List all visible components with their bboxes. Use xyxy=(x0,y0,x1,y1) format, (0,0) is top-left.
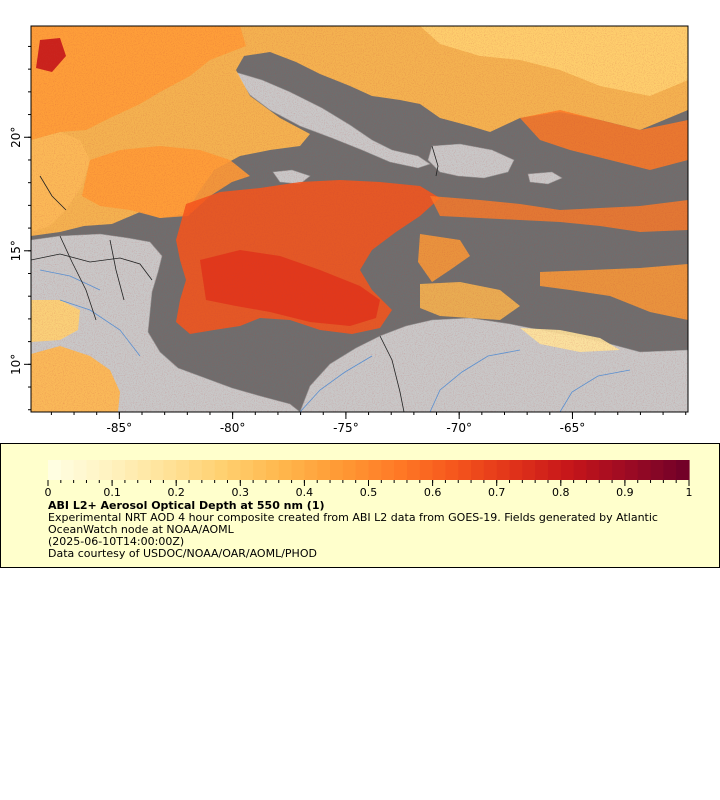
colorbar-cell xyxy=(265,460,280,480)
colorbar-cell xyxy=(381,460,395,480)
colorbar-cell xyxy=(471,460,485,480)
colorbar-cell xyxy=(99,460,113,480)
colorbar-cell xyxy=(586,460,600,480)
colorbar-cell xyxy=(48,460,62,480)
x-tick-label: -70° xyxy=(446,421,472,435)
colorbar-cell xyxy=(509,460,523,480)
colorbar-cell xyxy=(368,460,382,480)
colorbar-cell xyxy=(432,460,447,480)
colorbar-cell xyxy=(60,460,75,480)
colorbar-cell xyxy=(86,460,100,480)
colorbar-cell xyxy=(240,460,254,480)
x-tick-label: -75° xyxy=(333,421,359,435)
colorbar-tick-label: 0.2 xyxy=(167,486,185,499)
colorbar-cell xyxy=(547,460,562,480)
y-tick-label: 20° xyxy=(9,127,23,148)
colorbar-cell xyxy=(317,460,331,480)
colorbar-cell xyxy=(163,460,177,480)
colorbar-tick-label: 0.7 xyxy=(488,486,506,499)
colorbar-tick-label: 0.4 xyxy=(296,486,314,499)
colorbar-cell xyxy=(189,460,203,480)
colorbar-cell xyxy=(445,460,459,480)
colorbar-cell xyxy=(612,460,626,480)
colorbar-cell xyxy=(458,460,472,480)
colorbar-cell xyxy=(419,460,434,480)
colorbar-cell xyxy=(73,460,88,480)
legend-description: Experimental NRT AOD 4 hour composite cr… xyxy=(48,511,658,524)
colorbar-cell xyxy=(522,460,536,480)
colorbar-cell xyxy=(624,460,639,480)
colorbar-cell xyxy=(330,460,344,480)
colorbar-cell xyxy=(560,460,575,480)
aod-map: -85° -80° -75° -70° -65° 20° 15° 10° xyxy=(9,25,689,435)
colorbar-cell xyxy=(663,460,677,480)
colorbar-tick-label: 0.9 xyxy=(616,486,634,499)
colorbar-cell xyxy=(124,460,139,480)
colorbar-cell xyxy=(637,460,652,480)
colorbar-cell xyxy=(304,460,318,480)
borders-layer xyxy=(31,145,439,412)
colorbar-cell xyxy=(214,460,229,480)
x-tick-label: -80° xyxy=(220,421,246,435)
colorbar-tick-label: 0.6 xyxy=(424,486,442,499)
colorbar-cell xyxy=(573,460,588,480)
colorbar-cell xyxy=(496,460,511,480)
colorbar-cell xyxy=(150,460,164,480)
legend-timestamp: (2025-06-10T14:00:00Z) xyxy=(48,535,185,548)
colorbar-cell xyxy=(227,460,241,480)
colorbar-cell xyxy=(535,460,549,480)
colorbar-cell xyxy=(291,460,305,480)
legend-credit: Data courtesy of USDOC/NOAA/OAR/AOML/PHO… xyxy=(48,547,317,560)
colorbar-cell xyxy=(355,460,370,480)
x-tick-label: -85° xyxy=(107,421,133,435)
colorbar-cell xyxy=(201,460,216,480)
colorbar-cell xyxy=(676,460,690,480)
colorbar-tick-label: 0 xyxy=(45,486,52,499)
colorbar-cell xyxy=(137,460,152,480)
colorbar-cell xyxy=(278,460,293,480)
colorbar-tick-label: 1 xyxy=(686,486,693,499)
colorbar-cell xyxy=(483,460,498,480)
colorbar-cell xyxy=(342,460,357,480)
colorbar-tick-label: 0.8 xyxy=(552,486,570,499)
colorbar-cell xyxy=(112,460,126,480)
colorbar-cell xyxy=(599,460,613,480)
legend-title: ABI L2+ Aerosol Optical Depth at 550 nm … xyxy=(48,499,325,512)
colorbar-cell xyxy=(176,460,190,480)
colorbar-cell xyxy=(650,460,664,480)
colorbar-tick-label: 0.3 xyxy=(232,486,250,499)
rivers-layer xyxy=(39,269,631,412)
colorbar-cell xyxy=(253,460,267,480)
y-tick-label: 10° xyxy=(9,354,23,375)
legend-panel: 0 0.1 0.2 0.3 0.4 0.5 0.6 0.7 0.8 0.9 1 ABI L2+ Ae… xyxy=(0,443,720,568)
colorbar-cell xyxy=(406,460,421,480)
x-tick-label: -65° xyxy=(560,421,586,435)
legend-description-continued: OceanWatch node at NOAA/AOML xyxy=(48,523,234,536)
colorbar: 0 0.1 0.2 0.3 0.4 0.5 0.6 0.7 0.8 0.9 1 xyxy=(45,460,693,499)
y-tick-label: 15° xyxy=(9,240,23,261)
colorbar-tick-label: 0.1 xyxy=(103,486,121,499)
colorbar-tick-label: 0.5 xyxy=(360,486,378,499)
colorbar-cell xyxy=(394,460,408,480)
